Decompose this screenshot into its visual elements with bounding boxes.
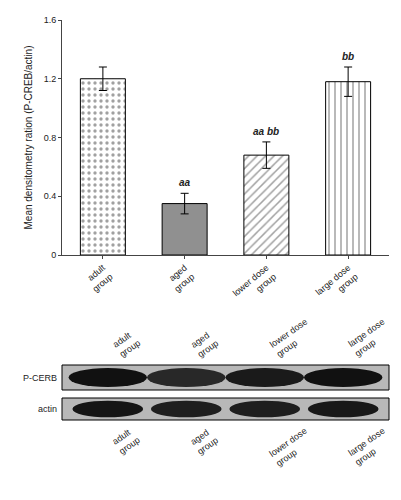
svg-text:1.6: 1.6 (44, 15, 57, 25)
svg-text:0.8: 0.8 (44, 133, 57, 143)
svg-text:large dosegroup: large dosegroup (314, 263, 360, 307)
svg-text:0.4: 0.4 (44, 191, 57, 201)
svg-text:aa bb: aa bb (253, 126, 279, 137)
svg-text:aa: aa (179, 177, 191, 188)
svg-text:1.2: 1.2 (44, 74, 57, 84)
svg-text:large dosegroup: large dosegroup (346, 317, 393, 359)
svg-text:agedgroup: agedgroup (189, 426, 220, 457)
svg-text:adultgroup: adultgroup (111, 425, 142, 456)
svg-text:Mean densitometry ration (P-CR: Mean densitometry ration (P-CREB/actin) (23, 46, 34, 230)
svg-text:0: 0 (51, 250, 56, 260)
svg-text:agedgroup: agedgroup (189, 328, 220, 359)
svg-text:bb: bb (342, 51, 354, 62)
svg-text:lower dosegroup: lower dosegroup (268, 316, 316, 359)
svg-text:actin: actin (38, 404, 57, 414)
svg-text:P-CERB: P-CERB (23, 373, 57, 383)
svg-text:adultgroup: adultgroup (83, 262, 115, 294)
svg-text:adultgroup: adultgroup (111, 328, 142, 359)
svg-text:large dosegroup: large dosegroup (346, 426, 393, 468)
svg-text:lower dosegroup: lower dosegroup (267, 426, 315, 469)
svg-text:lower dosegroup: lower dosegroup (231, 263, 278, 308)
svg-text:agedgroup: agedgroup (165, 263, 197, 294)
